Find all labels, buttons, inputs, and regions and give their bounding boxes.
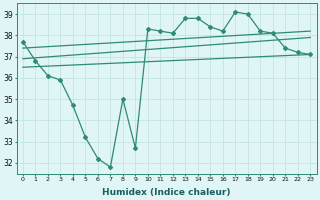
X-axis label: Humidex (Indice chaleur): Humidex (Indice chaleur) xyxy=(102,188,231,197)
